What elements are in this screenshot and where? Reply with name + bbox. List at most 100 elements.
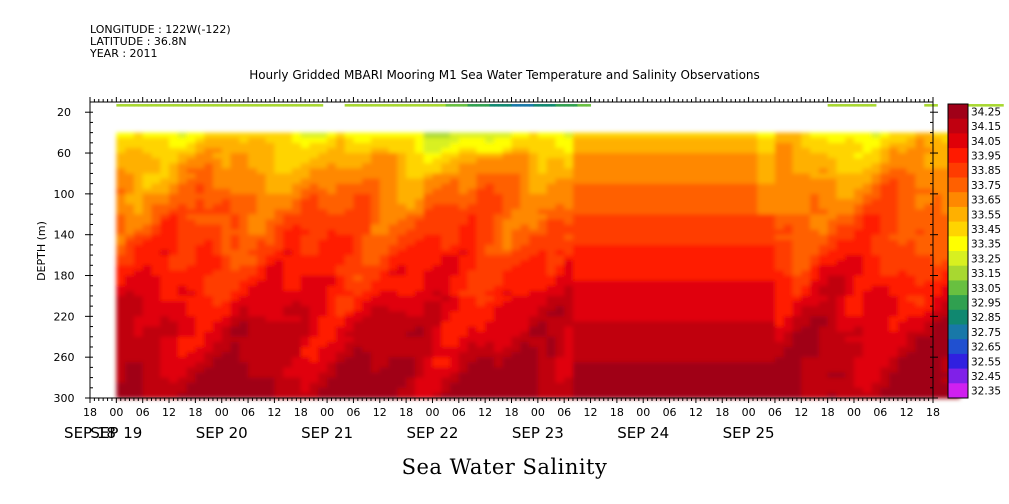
chart-title: Hourly Gridded MBARI Mooring M1 Sea Wate… [249, 68, 760, 82]
colorbar-swatch [948, 118, 968, 134]
x-tick-label: 00 [847, 406, 861, 419]
colorbar-frame [947, 103, 969, 399]
colorbar-label: 33.45 [971, 224, 1001, 236]
colorbar-swatch [948, 104, 968, 120]
x-tick-label: 18 [399, 406, 413, 419]
colorbar-swatch [948, 162, 968, 178]
x-date-label: SEP 18 [64, 424, 116, 442]
colorbar-swatch [948, 353, 968, 369]
colorbar-label: 33.05 [971, 283, 1001, 295]
x-tick-label: 06 [768, 406, 782, 419]
colorbar-label: 33.75 [971, 180, 1001, 192]
x-tick-label: 18 [294, 406, 308, 419]
x-date-label: SEP 19 [90, 424, 142, 442]
colorbar-swatch [948, 148, 968, 164]
latitude-label: LATITUDE : 36.8N [90, 35, 187, 48]
x-tick-label: 00 [320, 406, 334, 419]
colorbar-label: 33.95 [971, 150, 1001, 162]
colorbar-label: 32.75 [971, 327, 1001, 339]
x-tick-label: 18 [715, 406, 729, 419]
plot-axes: 20 60 100 140 180 220 260 300 18 00 06 12 18 00 06 12 18… [54, 97, 940, 442]
x-tick-label: 12 [162, 406, 176, 419]
y-tick-label: 140 [54, 229, 75, 242]
colorbar-label: 32.35 [971, 386, 1001, 398]
colorbar-swatch [948, 368, 968, 384]
colorbar-swatch [948, 280, 968, 296]
colorbar-label: 33.55 [971, 209, 1001, 221]
y-tick-label: 300 [54, 392, 75, 405]
x-date-label: SEP 25 [723, 424, 775, 442]
x-date-label: SEP 24 [617, 424, 669, 442]
colorbar-swatch [948, 206, 968, 222]
x-tick-label: 06 [557, 406, 571, 419]
colorbar-swatch [948, 339, 968, 355]
x-tick-label: 06 [136, 406, 150, 419]
colorbar-label: 32.45 [971, 371, 1001, 383]
x-tick-label: 12 [267, 406, 281, 419]
x-tick-label: 12 [689, 406, 703, 419]
x-tick-label: 18 [610, 406, 624, 419]
x-tick-label: 18 [821, 406, 835, 419]
x-tick-label: 12 [794, 406, 808, 419]
colorbar-label: 32.95 [971, 297, 1001, 309]
surface-salinity-band [116, 104, 1004, 107]
colorbar-label: 32.55 [971, 356, 1001, 368]
colorbar-label: 32.85 [971, 312, 1001, 324]
x-tick-label: 06 [241, 406, 255, 419]
colorbar-swatch [948, 251, 968, 267]
colorbar-swatch [948, 133, 968, 149]
colorbar-swatch [948, 324, 968, 340]
x-tick-label: 12 [478, 406, 492, 419]
x-axis-label: Sea Water Salinity [401, 455, 608, 479]
x-tick-label: 06 [873, 406, 887, 419]
x-tick-label: 06 [452, 406, 466, 419]
colorbar-label: 32.65 [971, 342, 1001, 354]
colorbar-swatch [948, 192, 968, 208]
x-tick-label: 12 [584, 406, 598, 419]
colorbar-label: 34.05 [971, 136, 1001, 148]
x-tick-label: 18 [505, 406, 519, 419]
colorbar-swatch [948, 309, 968, 325]
x-tick-label: 00 [109, 406, 123, 419]
colorbar-swatch [948, 295, 968, 311]
x-tick-label: 18 [83, 406, 97, 419]
y-tick-label: 60 [57, 147, 71, 160]
colorbar-swatch [948, 383, 968, 399]
y-tick-label: 100 [54, 188, 75, 201]
colorbar-label: 33.25 [971, 253, 1001, 265]
colorbar-swatch [948, 177, 968, 193]
x-tick-label: 06 [346, 406, 360, 419]
colorbar: 34.25 34.15 34.05 33.95 33.85 33.75 33.65 33.55… [947, 103, 1001, 399]
year-label: YEAR : 2011 [90, 47, 158, 60]
x-tick-label: 00 [636, 406, 650, 419]
y-tick-label: 180 [54, 270, 75, 283]
x-tick-label: 18 [188, 406, 202, 419]
x-tick-label: 12 [900, 406, 914, 419]
y-tick-label: 220 [54, 310, 75, 323]
salinity-field [116, 104, 1004, 399]
colorbar-label: 33.65 [971, 195, 1001, 207]
x-date-label: SEP 23 [512, 424, 564, 442]
x-date-label: SEP 20 [196, 424, 248, 442]
colorbar-label: 33.15 [971, 268, 1001, 280]
colorbar-swatch [948, 221, 968, 237]
x-tick-label: 06 [663, 406, 677, 419]
x-date-label: SEP 22 [407, 424, 459, 442]
x-tick-label: 00 [215, 406, 229, 419]
colorbar-label: 34.25 [971, 106, 1001, 118]
y-tick-label: 20 [57, 106, 71, 119]
colorbar-swatch [948, 236, 968, 252]
x-tick-label: 18 [926, 406, 940, 419]
x-tick-label: 00 [742, 406, 756, 419]
x-tick-label: 12 [373, 406, 387, 419]
x-tick-label: 00 [425, 406, 439, 419]
x-date-label: SEP 21 [301, 424, 353, 442]
colorbar-label: 33.35 [971, 239, 1001, 251]
colorbar-swatch [948, 265, 968, 281]
longitude-label: LONGITUDE : 122W(-122) [90, 23, 231, 36]
colorbar-label: 34.15 [971, 121, 1001, 133]
x-tick-label: 00 [531, 406, 545, 419]
y-tick-label: 260 [54, 351, 75, 364]
y-axis-label: DEPTH (m) [35, 221, 48, 281]
